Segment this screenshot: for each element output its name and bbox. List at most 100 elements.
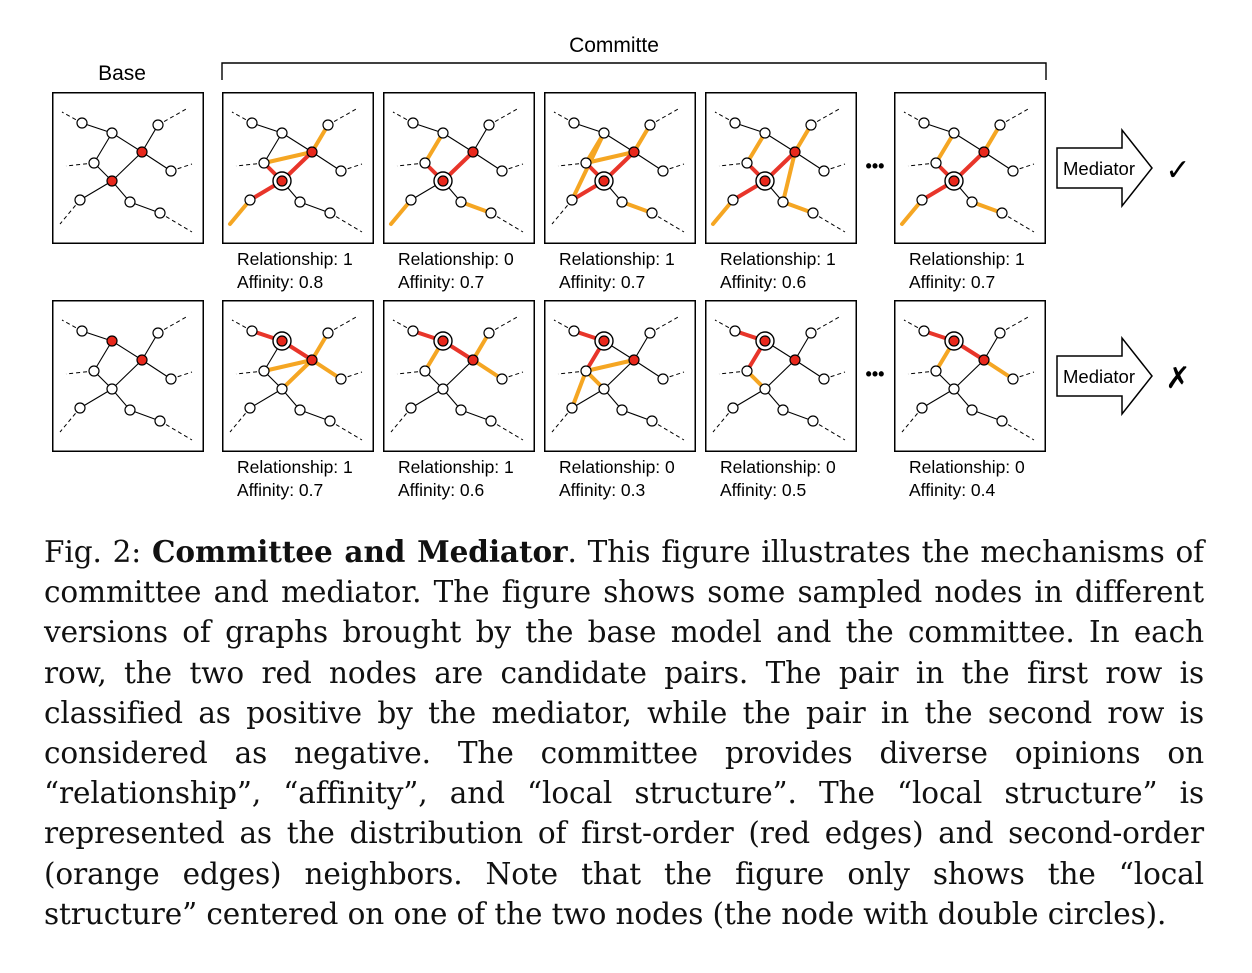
- graph-node: [154, 415, 166, 427]
- edge: [603, 359, 635, 390]
- affinity-value: Affinity: 0.4: [909, 480, 996, 500]
- second-order-edge: [262, 150, 314, 165]
- graph-node: [88, 157, 100, 169]
- affinity-value: Affinity: 0.7: [909, 272, 995, 292]
- edge: [442, 359, 474, 390]
- candidate-node: [467, 146, 479, 158]
- dashed-edge: [157, 315, 189, 334]
- committee-graph-panel-row-1-5: [894, 92, 1046, 244]
- relationship-value: Relationship: 0: [909, 457, 1025, 477]
- committee-graph-panel-row-2-4: [705, 300, 857, 452]
- graph-node: [566, 402, 578, 414]
- graph-node: [324, 415, 336, 427]
- graph-node: [994, 119, 1006, 131]
- dashed-edge: [651, 212, 685, 233]
- graph-node: [76, 325, 88, 337]
- graph-node: [805, 119, 817, 131]
- graph-node: [930, 365, 942, 377]
- panel-frame: [52, 92, 204, 244]
- dashed-edge: [396, 162, 426, 167]
- graph-node: [727, 402, 739, 414]
- graph-node: [294, 404, 306, 416]
- graph-node: [580, 365, 592, 377]
- edge: [141, 151, 172, 172]
- candidate-node: [276, 335, 288, 347]
- candidate-node: [306, 354, 318, 366]
- mediator-arrow: [1056, 335, 1153, 417]
- committee-graph-panel-row-1-1: [222, 92, 374, 244]
- edge: [111, 359, 143, 390]
- candidate-node: [106, 175, 118, 187]
- affinity-value: Affinity: 0.3: [559, 480, 645, 500]
- edge: [953, 359, 985, 390]
- dashed-edge: [59, 407, 81, 433]
- graph-node: [244, 194, 256, 206]
- cross-icon: ✗: [1165, 362, 1190, 395]
- graph-node: [124, 404, 136, 416]
- second-order-edge: [934, 131, 956, 165]
- candidate-node: [948, 335, 960, 347]
- panel-frame: [52, 300, 204, 452]
- graph-node: [729, 325, 741, 337]
- graph-node: [966, 404, 978, 416]
- candidate-node: [136, 146, 148, 158]
- graph-node: [777, 196, 789, 208]
- graph-node: [616, 404, 628, 416]
- graph-node: [568, 325, 580, 337]
- graph-node: [407, 325, 419, 337]
- dashed-edge: [651, 420, 685, 441]
- graph-node: [407, 117, 419, 129]
- graph-node: [948, 383, 960, 395]
- edge: [764, 132, 796, 153]
- edge: [633, 151, 664, 172]
- edge: [921, 388, 955, 409]
- graph-node: [657, 165, 669, 177]
- graph-node: [154, 207, 166, 219]
- dashed-edge: [157, 107, 189, 126]
- dashed-edge: [390, 407, 412, 433]
- dashed-edge: [235, 162, 265, 167]
- dashed-edge: [901, 407, 923, 433]
- graph-node: [741, 365, 753, 377]
- dashed-edge: [396, 370, 426, 375]
- dashed-edge: [1001, 420, 1035, 441]
- candidate-node: [759, 335, 771, 347]
- graph-node: [106, 127, 118, 139]
- graph-node: [657, 373, 669, 385]
- edge: [953, 132, 985, 153]
- edge: [472, 151, 503, 172]
- graph-node: [294, 196, 306, 208]
- graph-node: [246, 117, 258, 129]
- dashed-edge: [557, 162, 587, 167]
- graph-panels: Relationship: 1 Affinity: 0.8 Relationship…: [52, 92, 1191, 500]
- dashed-edge: [329, 420, 363, 441]
- relationship-value: Relationship: 1: [909, 249, 1025, 269]
- affinity-value: Affinity: 0.7: [398, 272, 484, 292]
- dashed-edge: [718, 162, 748, 167]
- dashed-edge: [490, 420, 524, 441]
- dashed-edge: [812, 212, 846, 233]
- graph-node: [646, 207, 658, 219]
- relationship-value: Relationship: 0: [398, 249, 514, 269]
- affinity-value: Affinity: 0.8: [237, 272, 323, 292]
- candidate-node: [948, 175, 960, 187]
- committee-graph-panel-row-1-3: [544, 92, 696, 244]
- graph-node: [496, 165, 508, 177]
- edge: [281, 132, 313, 153]
- relationship-value: Relationship: 0: [720, 457, 836, 477]
- relationship-value: Relationship: 1: [720, 249, 836, 269]
- graph-node: [996, 207, 1008, 219]
- edge: [603, 132, 635, 153]
- graph-node: [598, 127, 610, 139]
- candidate-node: [978, 354, 990, 366]
- graph-node: [727, 194, 739, 206]
- graph-node: [335, 165, 347, 177]
- graph-node: [496, 373, 508, 385]
- graph-node: [437, 383, 449, 395]
- graph-node: [405, 402, 417, 414]
- graph-node: [246, 325, 258, 337]
- candidate-node: [628, 146, 640, 158]
- affinity-value: Affinity: 0.5: [720, 480, 806, 500]
- graph-node: [805, 327, 817, 339]
- dashed-edge: [488, 107, 520, 126]
